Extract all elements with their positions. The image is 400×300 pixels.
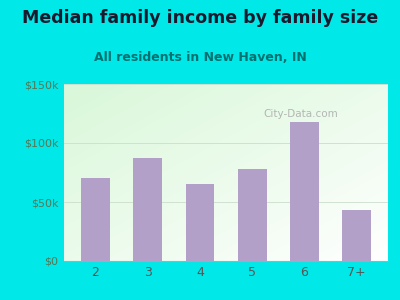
Text: All residents in New Haven, IN: All residents in New Haven, IN: [94, 51, 306, 64]
Bar: [81, 178, 110, 261]
Bar: [133, 158, 162, 261]
Bar: [290, 122, 319, 261]
Bar: [186, 184, 214, 261]
Text: City-Data.com: City-Data.com: [263, 109, 338, 119]
Text: Median family income by family size: Median family income by family size: [22, 9, 378, 27]
Bar: [342, 210, 371, 261]
Bar: [238, 169, 266, 261]
